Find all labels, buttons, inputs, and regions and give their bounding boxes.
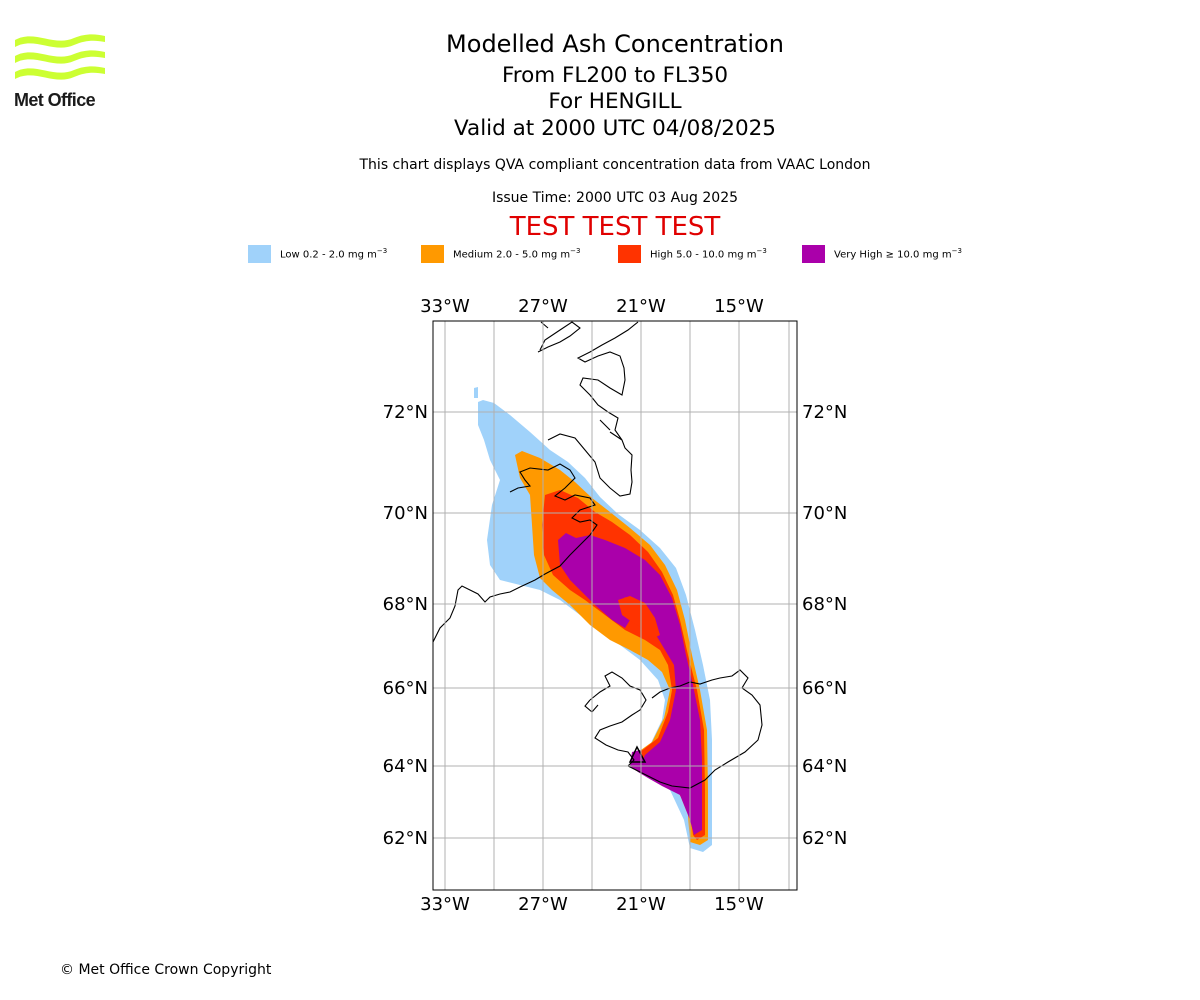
lat-label-right-68n: 68°N [802, 594, 847, 615]
graticule [433, 321, 797, 890]
lat-label-left-64n: 64°N [383, 756, 428, 777]
valid-time: Valid at 2000 UTC 04/08/2025 [453, 116, 776, 141]
lat-label-left-62n: 62°N [383, 828, 428, 849]
legend-label-very-high: Very High ≥ 10.0 mg m−3 [834, 247, 962, 261]
legend-item-high: High 5.0 - 10.0 mg m−3 [618, 244, 767, 264]
met-office-logo: Met Office [14, 30, 106, 112]
chart-title: Modelled Ash Concentration [446, 30, 784, 58]
lat-label-right-72n: 72°N [802, 402, 847, 423]
lat-label-left-72n: 72°N [383, 402, 428, 423]
lat-label-right-64n: 64°N [802, 756, 847, 777]
met-office-wordmark: Met Office [14, 90, 96, 110]
legend-item-low: Low 0.2 - 2.0 mg m−3 [248, 244, 387, 264]
legend-item-medium: Medium 2.0 - 5.0 mg m−3 [421, 244, 580, 264]
copyright-notice: © Met Office Crown Copyright [60, 962, 272, 978]
lon-label-bottom-15w: 15°W [714, 894, 764, 915]
legend-swatch-medium [421, 245, 444, 263]
lat-label-right-62n: 62°N [802, 828, 847, 849]
coastlines [433, 321, 763, 789]
legend-swatch-very-high [802, 245, 825, 263]
issue-time: Issue Time: 2000 UTC 03 Aug 2025 [491, 190, 739, 206]
legend-label-medium: Medium 2.0 - 5.0 mg m−3 [453, 247, 581, 261]
legend-label-low: Low 0.2 - 2.0 mg m−3 [280, 247, 388, 261]
qva-disclaimer: This chart displays QVA compliant concen… [359, 157, 871, 173]
legend-label-high: High 5.0 - 10.0 mg m−3 [650, 247, 767, 261]
concentration-legend: Low 0.2 - 2.0 mg m−3 Medium 2.0 - 5.0 mg… [0, 244, 1200, 264]
lon-label-top-27w: 27°W [518, 296, 568, 317]
legend-swatch-high [618, 245, 641, 263]
lon-label-bottom-21w: 21°W [616, 894, 666, 915]
lat-label-left-66n: 66°N [383, 678, 428, 699]
flight-levels: From FL200 to FL350 [501, 63, 729, 88]
legend-item-very-high: Very High ≥ 10.0 mg m−3 [802, 244, 962, 264]
legend-swatch-low [248, 245, 271, 263]
met-office-waves-icon [15, 34, 105, 80]
lon-label-bottom-27w: 27°W [518, 894, 568, 915]
volcano-name: For HENGILL [548, 89, 682, 114]
lat-label-right-70n: 70°N [802, 503, 847, 524]
map-frame [432, 320, 798, 891]
lon-label-top-15w: 15°W [714, 296, 764, 317]
lon-label-top-33w: 33°W [420, 296, 470, 317]
lat-label-left-68n: 68°N [383, 594, 428, 615]
lat-label-left-70n: 70°N [383, 503, 428, 524]
lon-label-top-21w: 21°W [616, 296, 666, 317]
test-banner: TEST TEST TEST [509, 212, 721, 242]
lon-label-bottom-33w: 33°W [420, 894, 470, 915]
lat-label-right-66n: 66°N [802, 678, 847, 699]
ash-contour-very-high [558, 533, 702, 835]
